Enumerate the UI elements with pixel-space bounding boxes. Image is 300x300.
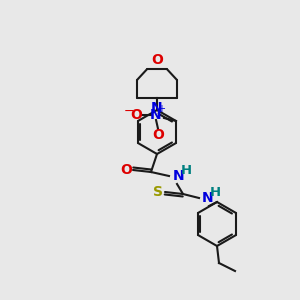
Text: O: O bbox=[130, 108, 142, 122]
Text: O: O bbox=[120, 163, 132, 177]
Text: H: H bbox=[181, 164, 192, 178]
Text: O: O bbox=[152, 128, 164, 142]
Text: O: O bbox=[151, 53, 163, 67]
Text: H: H bbox=[210, 187, 221, 200]
Text: −: − bbox=[124, 104, 134, 118]
Text: N: N bbox=[150, 108, 162, 122]
Text: +: + bbox=[157, 104, 165, 114]
Text: N: N bbox=[151, 101, 163, 115]
Text: S: S bbox=[153, 185, 163, 199]
Text: N: N bbox=[173, 169, 184, 183]
Text: N: N bbox=[202, 191, 214, 205]
